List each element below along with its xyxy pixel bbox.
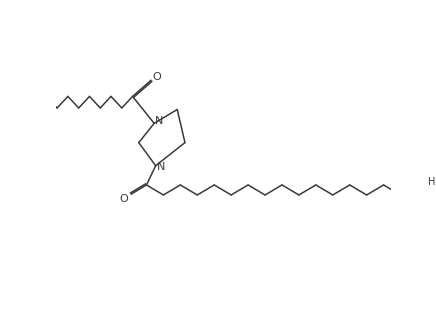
Text: H₃C: H₃C bbox=[428, 177, 436, 187]
Text: N: N bbox=[155, 116, 163, 126]
Text: N: N bbox=[157, 162, 165, 172]
Text: O: O bbox=[153, 72, 162, 82]
Text: O: O bbox=[120, 194, 129, 204]
